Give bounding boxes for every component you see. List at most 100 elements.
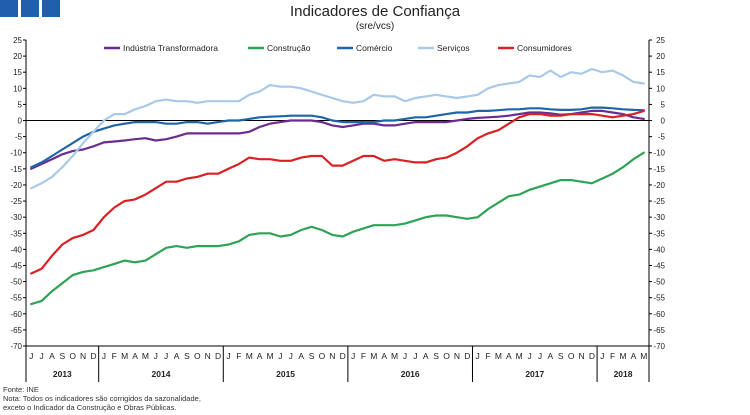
- x-month-label: D: [90, 351, 96, 361]
- x-month-label: M: [370, 351, 377, 361]
- legend-label: Indústria Transformadora: [123, 43, 218, 53]
- chart-subtitle: (sre/vcs): [355, 21, 395, 32]
- x-year-label: 2017: [525, 369, 544, 379]
- logo-blocks: [0, 0, 62, 17]
- y-tick-label-left: -45: [10, 261, 22, 270]
- x-month-label: M: [495, 351, 502, 361]
- y-tick-label-right: -5: [658, 133, 666, 142]
- y-tick-label-left: -40: [10, 245, 22, 254]
- x-month-label: N: [205, 351, 211, 361]
- y-tick-label-left: -65: [10, 326, 22, 335]
- y-tick-label-right: -25: [653, 197, 665, 206]
- note-line-1: Nota: Todos os indicadores são corrigido…: [3, 394, 201, 403]
- y-tick-label-left: 0: [18, 117, 23, 126]
- y-tick-label-right: 0: [661, 117, 666, 126]
- x-year-label: 2013: [53, 369, 72, 379]
- x-month-label: J: [39, 351, 43, 361]
- y-tick-label-right: 15: [656, 68, 665, 77]
- x-month-label: D: [340, 351, 346, 361]
- x-month-label: N: [454, 351, 460, 361]
- y-tick-label-left: -10: [10, 149, 22, 158]
- note-line-2: exceto o Indicador da Construção e Obras…: [3, 403, 177, 412]
- y-tick-label-left: -25: [10, 197, 22, 206]
- x-month-label: F: [361, 351, 366, 361]
- x-month-label: F: [236, 351, 241, 361]
- x-year-label: 2018: [614, 369, 633, 379]
- x-month-label: M: [391, 351, 398, 361]
- legend-label: Construção: [267, 43, 311, 53]
- x-month-label: M: [516, 351, 523, 361]
- y-tick-label-right: 20: [656, 52, 665, 61]
- y-tick-label-left: -20: [10, 181, 22, 190]
- y-tick-label-left: -60: [10, 310, 22, 319]
- x-month-label: A: [298, 351, 304, 361]
- x-month-label: S: [184, 351, 190, 361]
- x-month-label: J: [538, 351, 542, 361]
- x-month-label: J: [278, 351, 282, 361]
- y-tick-label-right: -50: [653, 278, 665, 287]
- y-tick-label-right: -55: [653, 294, 665, 303]
- y-tick-label-right: -10: [653, 149, 665, 158]
- x-month-label: M: [246, 351, 253, 361]
- x-month-label: M: [266, 351, 273, 361]
- x-month-label: O: [69, 351, 76, 361]
- x-month-label: M: [121, 351, 128, 361]
- y-tick-label-right: -60: [653, 310, 665, 319]
- x-month-label: F: [112, 351, 117, 361]
- x-month-label: D: [215, 351, 221, 361]
- x-month-label: A: [257, 351, 263, 361]
- x-month-label: S: [309, 351, 315, 361]
- y-tick-label-right: -20: [653, 181, 665, 190]
- x-month-label: J: [226, 351, 230, 361]
- x-month-label: N: [80, 351, 86, 361]
- x-month-label: O: [319, 351, 326, 361]
- chart-title: Indicadores de Confiança: [289, 3, 461, 20]
- logo-block: [42, 0, 60, 17]
- y-tick-label-right: 5: [661, 100, 666, 109]
- y-tick-label-right: -45: [653, 261, 665, 270]
- x-month-label: M: [142, 351, 149, 361]
- series-line: [30, 106, 645, 169]
- x-month-label: A: [174, 351, 180, 361]
- y-tick-label-left: -70: [10, 342, 22, 351]
- y-tick-label-right: 10: [656, 84, 665, 93]
- x-month-label: A: [381, 351, 387, 361]
- legend-label: Serviços: [437, 43, 470, 53]
- y-tick-label-right: -65: [653, 326, 665, 335]
- series-line: [30, 151, 645, 306]
- y-tick-label-left: 25: [13, 36, 22, 45]
- x-month-label: J: [154, 351, 158, 361]
- logo-block: [21, 0, 39, 17]
- x-month-label: J: [351, 351, 355, 361]
- source-note: Fonte: INE Nota: Todos os indicadores sã…: [3, 385, 201, 412]
- x-month-label: A: [506, 351, 512, 361]
- x-month-label: O: [194, 351, 201, 361]
- y-tick-label-right: -70: [653, 342, 665, 351]
- x-month-label: M: [619, 351, 626, 361]
- y-tick-label-right: 25: [656, 36, 665, 45]
- legend-label: Consumidores: [517, 43, 572, 53]
- y-tick-label-left: -50: [10, 278, 22, 287]
- source-text: Fonte: INE: [3, 385, 39, 394]
- x-month-label: A: [631, 351, 637, 361]
- x-month-label: F: [485, 351, 490, 361]
- series-line: [30, 109, 645, 170]
- y-tick-label-left: -35: [10, 229, 22, 238]
- x-month-label: J: [476, 351, 480, 361]
- x-month-label: A: [132, 351, 138, 361]
- x-month-label: J: [289, 351, 293, 361]
- y-tick-label-right: -15: [653, 165, 665, 174]
- x-year-label: 2016: [401, 369, 420, 379]
- y-tick-label-left: 5: [18, 100, 23, 109]
- x-month-label: J: [413, 351, 417, 361]
- x-month-label: O: [568, 351, 575, 361]
- y-tick-label-right: -40: [653, 245, 665, 254]
- x-month-label: F: [610, 351, 615, 361]
- legend-label: Comércio: [356, 43, 393, 53]
- y-tick-label-left: -5: [15, 133, 23, 142]
- x-month-label: A: [548, 351, 554, 361]
- x-month-label: A: [423, 351, 429, 361]
- y-tick-label-right: -35: [653, 229, 665, 238]
- y-tick-label-left: -30: [10, 213, 22, 222]
